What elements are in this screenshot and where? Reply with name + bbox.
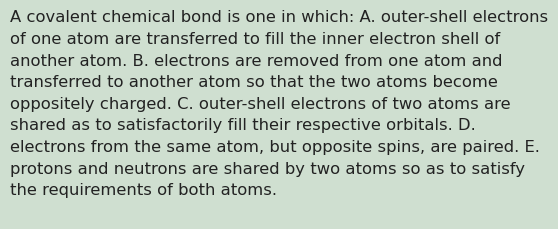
Text: A covalent chemical bond is one in which: A. outer-shell electrons
of one atom a: A covalent chemical bond is one in which… [10,10,548,197]
